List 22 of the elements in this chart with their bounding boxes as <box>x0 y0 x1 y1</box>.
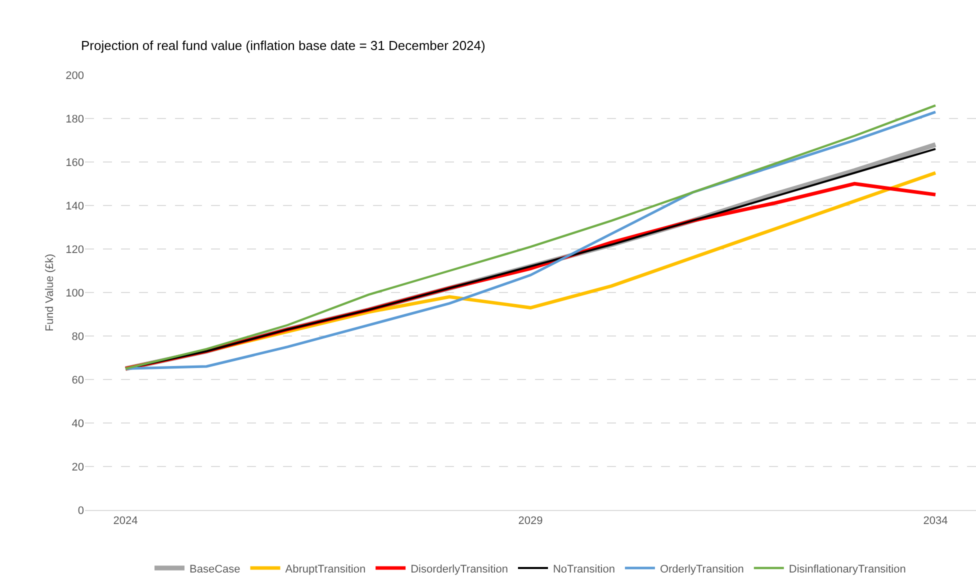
legend-label: OrderlyTransition <box>660 563 744 576</box>
y-tick-label: 60 <box>72 374 84 386</box>
y-tick-label: 200 <box>66 70 84 82</box>
legend-label: NoTransition <box>552 563 615 576</box>
y-tick-label: 180 <box>66 113 84 126</box>
y-tick-label: 120 <box>66 244 84 256</box>
legend-label: DisorderlyTransition <box>410 563 508 576</box>
y-axis-title: Fund Value (£k) <box>44 254 56 332</box>
y-tick-label: 160 <box>66 156 84 169</box>
legend-label: AbruptTransition <box>285 563 366 576</box>
x-tick-label: 2034 <box>923 515 948 528</box>
y-tick-label: 140 <box>66 200 84 212</box>
legend-label: DisinflationaryTransition <box>788 563 906 576</box>
y-tick-label: 100 <box>66 287 84 300</box>
y-tick-label: 20 <box>72 461 84 474</box>
y-tick-label: 0 <box>78 504 84 517</box>
y-tick-label: 80 <box>72 330 84 343</box>
chart-title: Projection of real fund value (inflation base date = 31 December 2024) <box>81 38 486 53</box>
x-tick-label: 2024 <box>113 515 138 528</box>
y-tick-label: 40 <box>72 418 84 430</box>
legend-label: BaseCase <box>190 563 240 576</box>
x-tick-label: 2029 <box>518 515 543 528</box>
